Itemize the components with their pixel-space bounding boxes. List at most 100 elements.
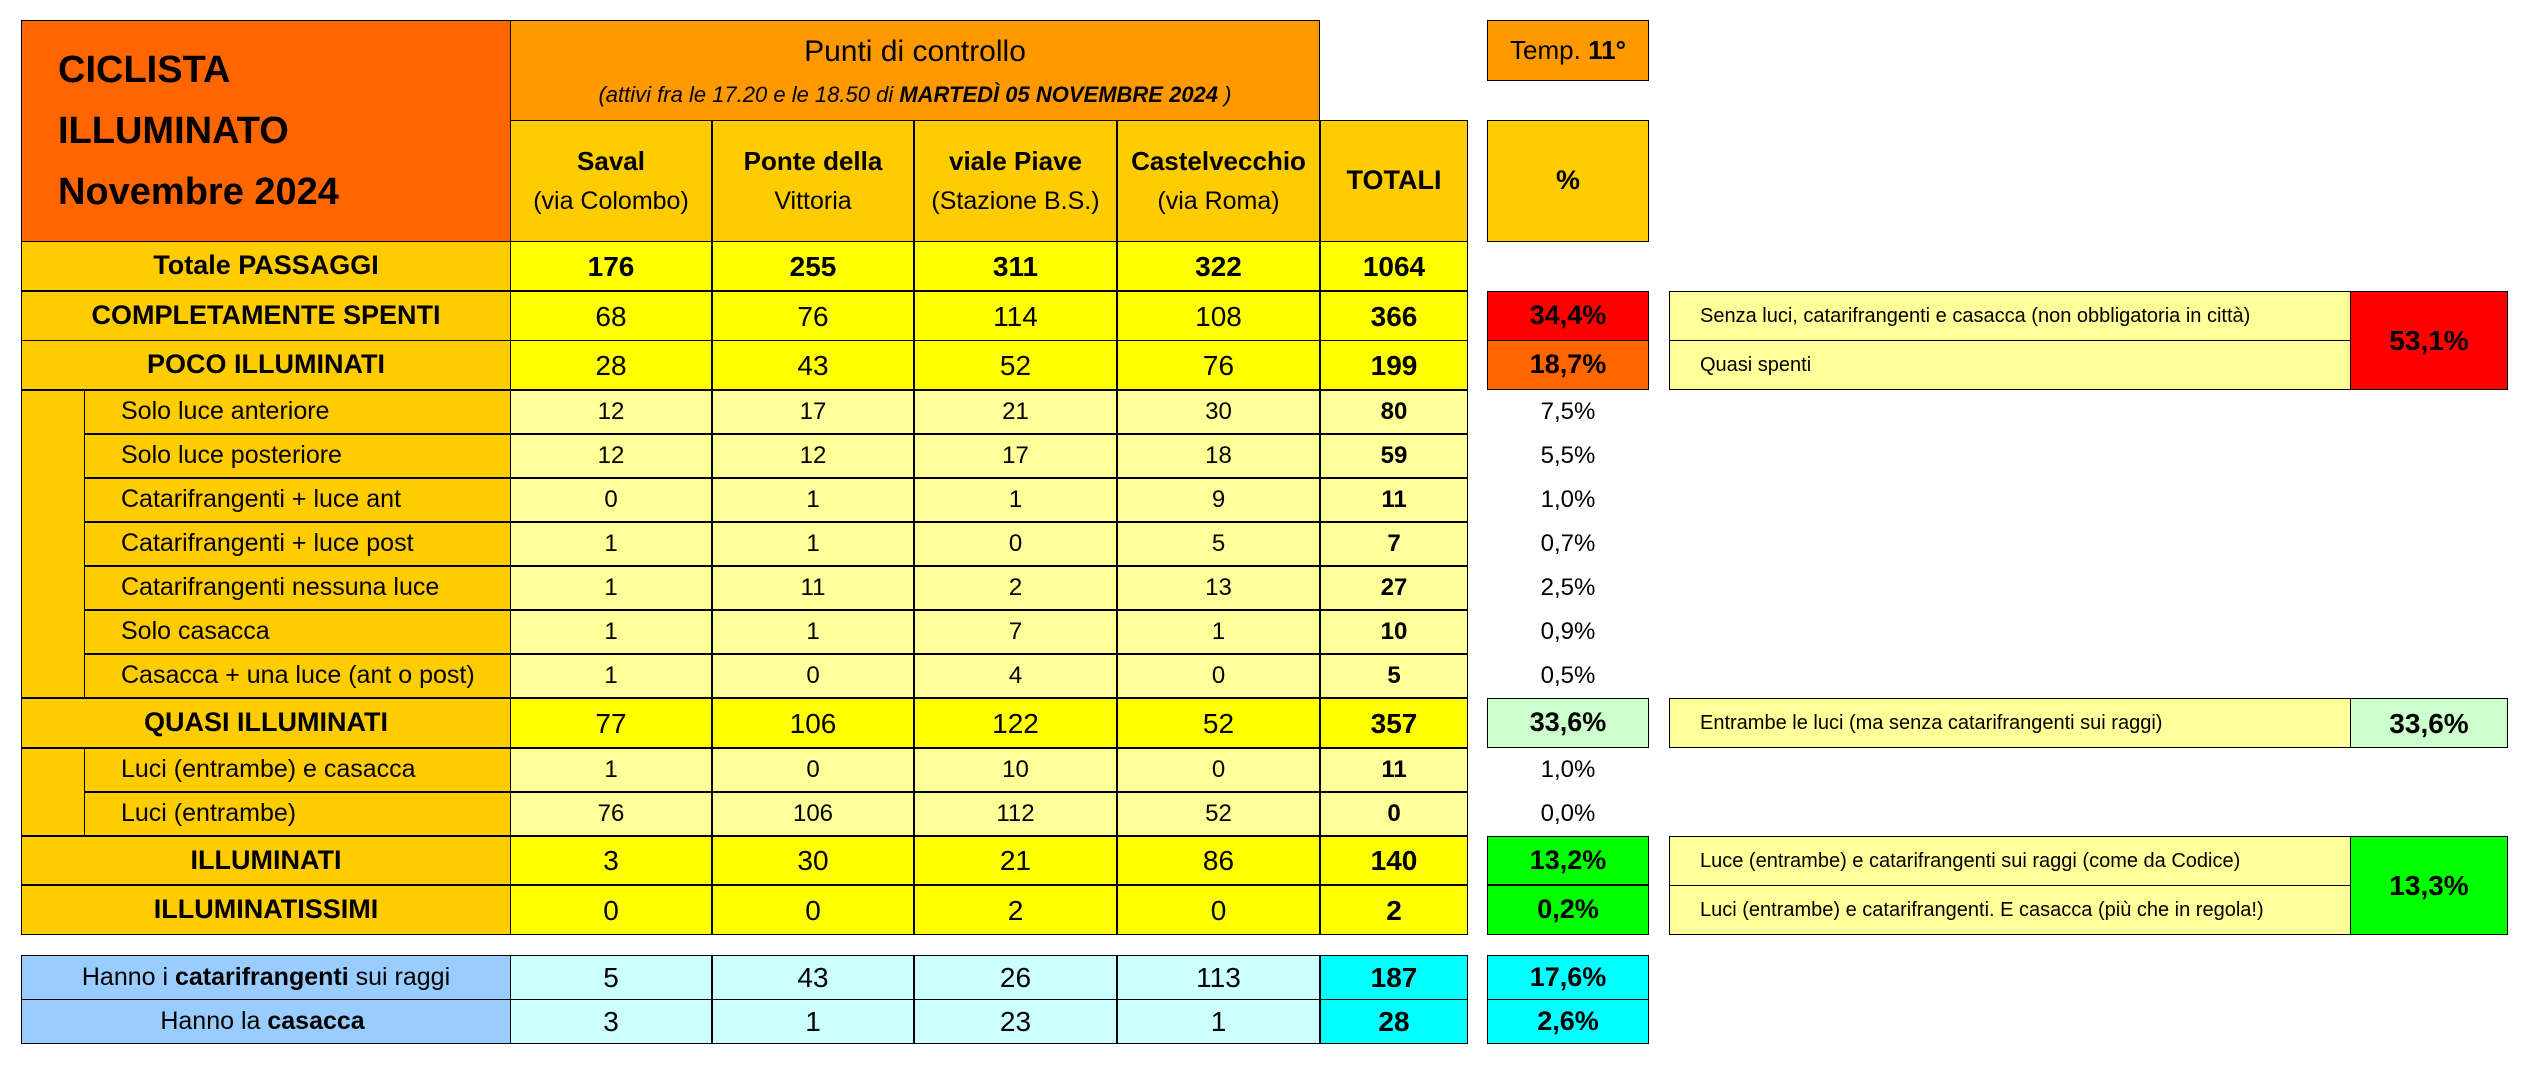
temperature-label: Temp. xyxy=(1510,35,1581,66)
row-label: Solo casacca xyxy=(84,610,511,654)
cell-value: 13 xyxy=(1117,566,1320,610)
column-header-4: Castelvecchio (via Roma) xyxy=(1117,120,1320,242)
row-label: Casacca + una luce (ant o post) xyxy=(84,654,511,698)
cell-value: 4 xyxy=(914,654,1117,698)
cell-total: 11 xyxy=(1320,748,1468,792)
cell-percent: 1,0% xyxy=(1540,756,1596,783)
row-label: Totale PASSAGGI xyxy=(21,241,511,291)
cell-percent: 0,5% xyxy=(1540,662,1596,689)
note-entrambe: Entrambe le luci (ma senza catarifrangen… xyxy=(1669,698,2351,748)
subrow-indent-quasi xyxy=(21,748,85,836)
title-line-3: Novembre 2024 xyxy=(58,170,339,213)
cell-value: 255 xyxy=(712,241,914,291)
summary-total: 28 xyxy=(1320,999,1468,1044)
column-header-2: Ponte della Vittoria xyxy=(712,120,914,242)
row-label: Catarifrangenti + luce post xyxy=(84,522,511,566)
cell-value: 11 xyxy=(712,566,914,610)
cell-value: 30 xyxy=(1117,390,1320,434)
control-points-header: Punti di controllo (attivi fra le 17.20 … xyxy=(510,20,1320,121)
cell-total: 357 xyxy=(1320,698,1468,748)
cell-value: 1 xyxy=(712,610,914,654)
cell-value: 1 xyxy=(510,610,712,654)
cell-total: 199 xyxy=(1320,340,1468,390)
cell-total: 140 xyxy=(1320,836,1468,885)
cell-total: 27 xyxy=(1320,566,1468,610)
cell-percent: 0,7% xyxy=(1540,530,1596,557)
cell-percent: 34,4% xyxy=(1487,291,1649,341)
row-label: Solo luce posteriore xyxy=(84,434,511,478)
cell-value: 30 xyxy=(712,836,914,885)
note-codice: Luce (entrambe) e catarifrangenti sui ra… xyxy=(1669,836,2351,886)
row-label: Luci (entrambe) e casacca xyxy=(84,748,511,792)
cell-value: 9 xyxy=(1117,478,1320,522)
report-title: CICLISTA ILLUMINATO Novembre 2024 xyxy=(21,20,511,242)
cell-value: 176 xyxy=(510,241,712,291)
entrambe-pct: 33,6% xyxy=(2350,698,2508,748)
summary-value: 23 xyxy=(914,999,1117,1044)
totali-header: TOTALI xyxy=(1320,120,1468,242)
cell-value: 5 xyxy=(1117,522,1320,566)
cell-value: 52 xyxy=(914,340,1117,390)
cell-value: 106 xyxy=(712,792,914,836)
summary-value: 1 xyxy=(1117,999,1320,1044)
cell-value: 77 xyxy=(510,698,712,748)
row-label: POCO ILLUMINATI xyxy=(21,340,511,390)
cell-value: 12 xyxy=(712,434,914,478)
cell-value: 322 xyxy=(1117,241,1320,291)
cell-percent: 33,6% xyxy=(1487,698,1649,748)
cell-total: 11 xyxy=(1320,478,1468,522)
row-label: Luci (entrambe) xyxy=(84,792,511,836)
cell-value: 0 xyxy=(510,885,712,935)
row-label: ILLUMINATISSIMI xyxy=(21,885,511,935)
cell-value: 0 xyxy=(1117,654,1320,698)
cell-value: 2 xyxy=(914,566,1117,610)
cell-percent: 1,0% xyxy=(1540,486,1596,513)
cell-value: 7 xyxy=(914,610,1117,654)
summary-value: 1 xyxy=(712,999,914,1044)
cell-value: 0 xyxy=(1117,748,1320,792)
row-label: Catarifrangenti nessuna luce xyxy=(84,566,511,610)
column-name: Castelvecchio xyxy=(1131,146,1306,177)
summary-label: Hanno la casacca xyxy=(21,999,511,1044)
percent-header: % xyxy=(1487,120,1649,242)
cell-value: 1 xyxy=(510,566,712,610)
cell-value: 0 xyxy=(712,654,914,698)
cell-percent: 13,2% xyxy=(1487,836,1649,885)
column-subtitle: (Stazione B.S.) xyxy=(931,186,1100,215)
column-header-3: viale Piave (Stazione B.S.) xyxy=(914,120,1117,242)
cell-value: 76 xyxy=(510,792,712,836)
title-line-1: CICLISTA xyxy=(58,48,231,91)
cell-total: 59 xyxy=(1320,434,1468,478)
row-label: ILLUMINATI xyxy=(21,836,511,885)
cell-value: 10 xyxy=(914,748,1117,792)
cell-percent: 18,7% xyxy=(1487,340,1649,390)
summary-value: 113 xyxy=(1117,955,1320,1000)
cell-value: 52 xyxy=(1117,698,1320,748)
summary-value: 5 xyxy=(510,955,712,1000)
cell-total: 2 xyxy=(1320,885,1468,935)
cell-value: 1 xyxy=(712,478,914,522)
cell-value: 0 xyxy=(712,885,914,935)
cell-total: 10 xyxy=(1320,610,1468,654)
cell-total: 1064 xyxy=(1320,241,1468,291)
note-quasi-spenti: Quasi spenti xyxy=(1669,340,2351,390)
cell-total: 80 xyxy=(1320,390,1468,434)
cell-value: 0 xyxy=(914,522,1117,566)
summary-total: 187 xyxy=(1320,955,1468,1000)
cell-value: 106 xyxy=(712,698,914,748)
cell-value: 3 xyxy=(510,836,712,885)
row-label: Catarifrangenti + luce ant xyxy=(84,478,511,522)
column-subtitle: Vittoria xyxy=(774,186,852,215)
title-line-2: ILLUMINATO xyxy=(58,109,289,152)
cell-total: 7 xyxy=(1320,522,1468,566)
cell-value: 21 xyxy=(914,390,1117,434)
cell-total: 366 xyxy=(1320,291,1468,341)
column-name: Ponte della xyxy=(743,146,883,177)
cell-value: 122 xyxy=(914,698,1117,748)
column-subtitle: (via Roma) xyxy=(1157,186,1280,215)
cell-percent: 0,9% xyxy=(1540,618,1596,645)
cell-value: 0 xyxy=(1117,885,1320,935)
cell-value: 76 xyxy=(1117,340,1320,390)
cell-percent: 7,5% xyxy=(1540,398,1596,425)
summary-value: 3 xyxy=(510,999,712,1044)
